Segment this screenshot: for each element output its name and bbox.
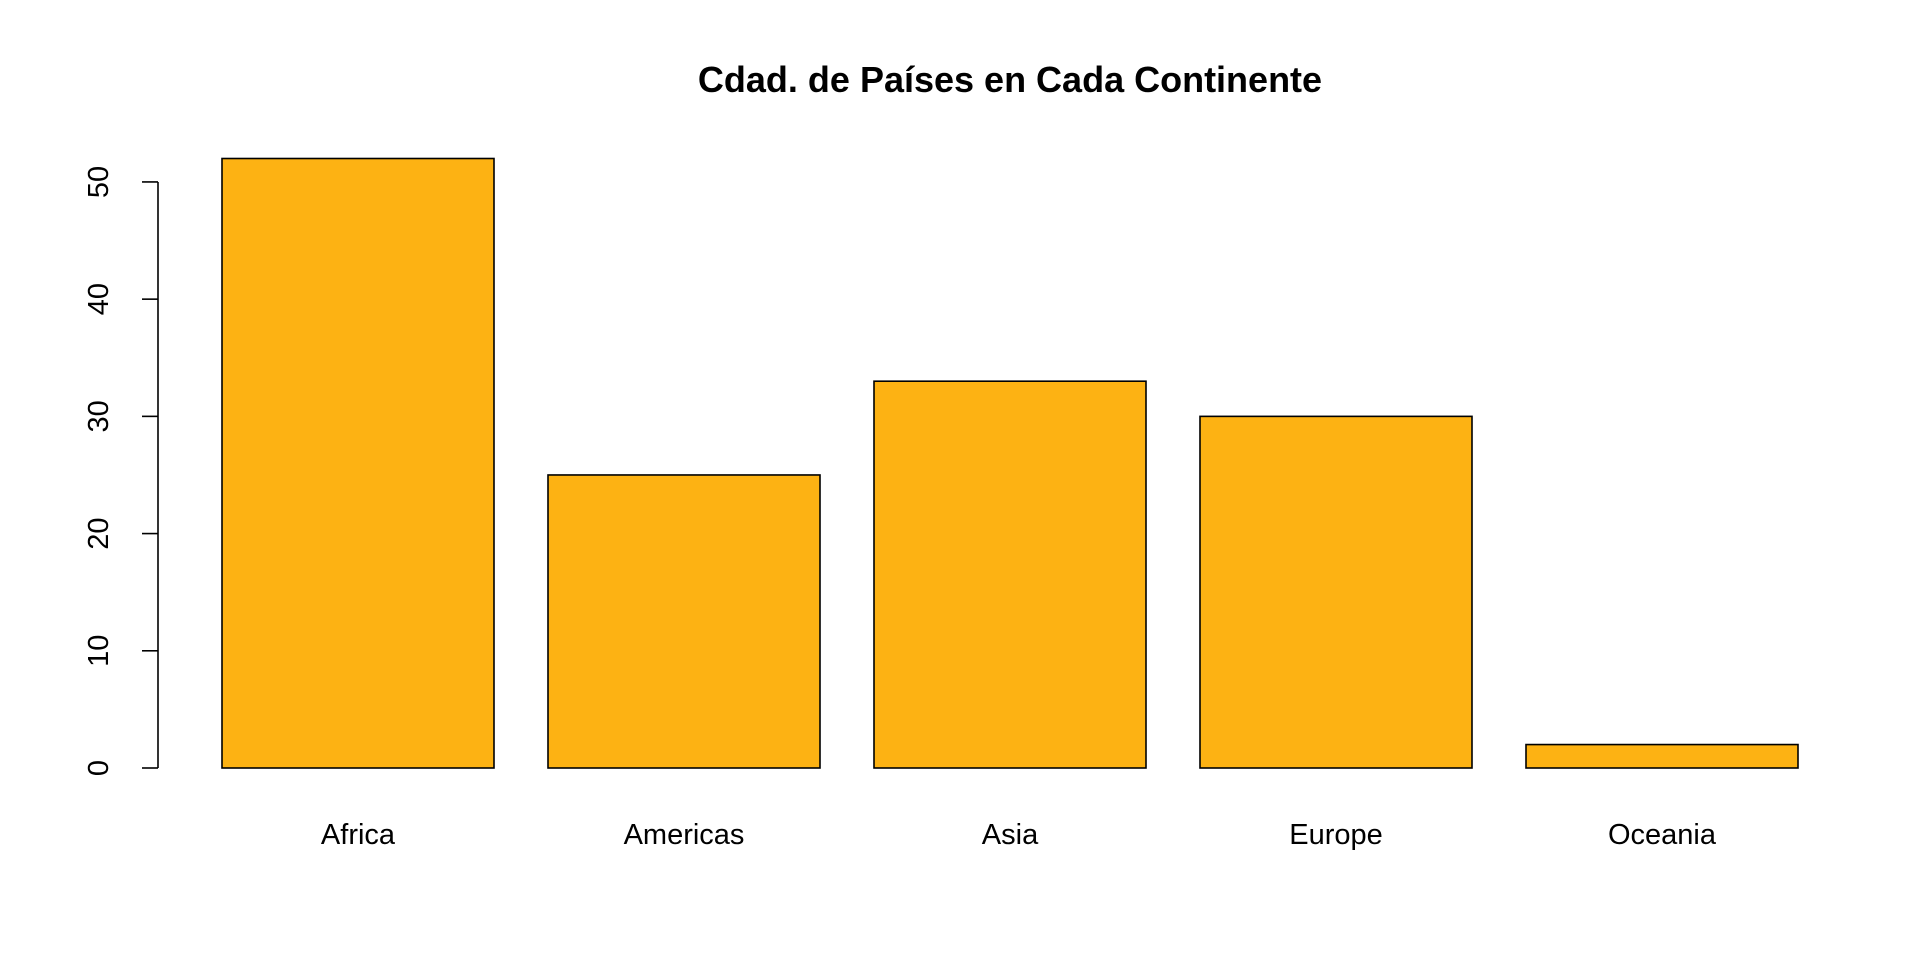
bar-oceania	[1525, 743, 1799, 769]
x-category-label: Americas	[624, 819, 745, 851]
chart-title: Cdad. de Países en Cada Continente	[698, 59, 1322, 100]
y-tick-label: 10	[83, 635, 115, 667]
bar-americas	[547, 474, 821, 769]
y-tick-label: 50	[83, 166, 115, 198]
x-axis-labels: Africa Americas Asia Europe Oceania	[321, 819, 1717, 851]
bar-europe	[1199, 415, 1473, 769]
x-category-label: Asia	[982, 819, 1039, 851]
y-tick-label: 30	[83, 400, 115, 432]
bars-group	[221, 157, 1799, 769]
x-category-label: Europe	[1289, 819, 1383, 851]
y-tick-label: 40	[83, 283, 115, 315]
x-category-label: Oceania	[1608, 819, 1717, 851]
x-category-label: Africa	[321, 819, 396, 851]
y-tick-label: 0	[83, 760, 115, 776]
bar-africa	[221, 157, 495, 769]
bar-asia	[873, 380, 1147, 769]
y-tick-label: 20	[83, 517, 115, 549]
y-axis: 0 10 20 30 40 50	[83, 166, 159, 776]
